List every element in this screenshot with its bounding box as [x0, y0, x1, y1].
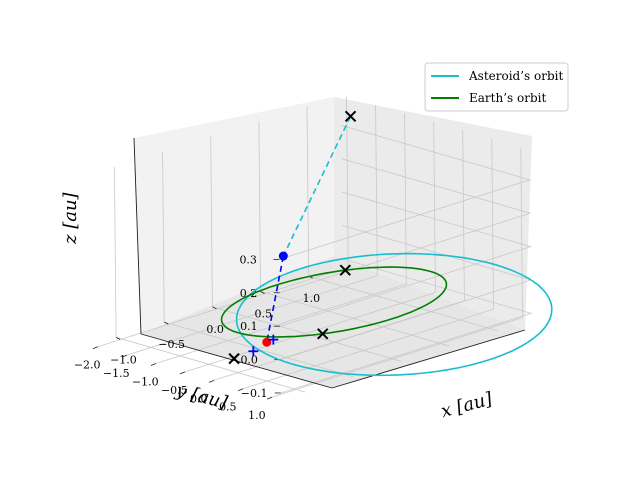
legend-label-asteroid: Asteroid’s orbit: [468, 69, 563, 83]
y-tick: [208, 379, 215, 383]
grid-line-x: [258, 121, 450, 347]
earth-orbit-line: [220, 266, 448, 338]
x-marker-stroke: [228, 352, 240, 365]
y-tick: [179, 371, 186, 375]
y-tick-label: −1.0: [132, 376, 159, 389]
x-tick-label: 1.0: [303, 292, 321, 305]
x-tick: [164, 321, 169, 325]
x-marker: [228, 352, 240, 365]
grid-line-y: [155, 113, 407, 364]
orbits: [220, 252, 553, 377]
x-tick-label: 0.0: [206, 323, 224, 336]
x-tick-label: 0.5: [255, 308, 273, 321]
x-axis-label: x [au]: [439, 388, 496, 422]
y-tick: [266, 396, 273, 400]
y-tick: [150, 363, 157, 366]
y-tick-label: −1.5: [103, 367, 130, 380]
asteroid-orbit-line: [235, 252, 553, 377]
markers: [228, 110, 357, 365]
connector-line: [282, 116, 352, 257]
z-axis-line: [133, 137, 142, 335]
y-axis-label: y [au]: [173, 380, 231, 414]
x-marker: [339, 264, 352, 276]
x-tick-label: −0.5: [158, 338, 185, 351]
x-tick: [115, 337, 121, 340]
grid-line-y: [242, 138, 494, 390]
y-tick: [121, 354, 128, 358]
z-axis-label: z [au]: [60, 191, 81, 245]
x-marker-stroke: [316, 328, 329, 340]
back-pane-right: [334, 97, 532, 330]
z-tick-label: 0.3: [239, 253, 257, 266]
blue-dot-marker: [278, 251, 288, 261]
x-marker: [316, 328, 329, 340]
y-tick-label: 1.0: [248, 409, 266, 422]
y-tick-label: −0.5: [161, 384, 188, 397]
x-tick: [260, 291, 265, 294]
grid-line-z: [279, 191, 532, 327]
grid-line-z: [279, 158, 532, 294]
y-tick-label: 0.0: [190, 392, 208, 405]
x-marker-stroke: [344, 110, 357, 123]
legend: Asteroid’s orbit Earth’s orbit: [424, 62, 569, 112]
z-tick-label: 0.0: [240, 354, 258, 367]
plus-marker: [268, 334, 279, 345]
legend-label-earth: Earth’s orbit: [469, 91, 546, 105]
connector-line: [265, 255, 285, 343]
legend-box: [424, 62, 569, 112]
z-tick-label: 0.1: [240, 320, 257, 333]
z-tick-label: −0.1: [241, 387, 268, 400]
grid-line-y: [126, 105, 378, 356]
y-tick: [92, 346, 98, 350]
plus-marker: [248, 346, 259, 357]
grid-line-z: [280, 258, 533, 394]
y-tick-label: 0.5: [219, 401, 237, 414]
x-axis-line: [331, 329, 526, 389]
x-marker-stroke: [339, 264, 352, 276]
x-tick-label: −1.0: [110, 353, 137, 366]
grid-line-y: [271, 147, 523, 398]
connectors: [265, 116, 352, 343]
y-tick-label: −2.0: [74, 359, 101, 372]
ticks: −1.0−0.50.00.51.01.00.50.0−0.5−1.0−1.5−2…: [74, 253, 320, 422]
x-tick: [212, 306, 217, 310]
x-marker: [344, 110, 357, 123]
z-tick-label: 0.2: [240, 287, 258, 300]
grid-line-x: [162, 151, 354, 378]
y-tick: [237, 388, 244, 392]
grid-line-z: [279, 124, 532, 260]
